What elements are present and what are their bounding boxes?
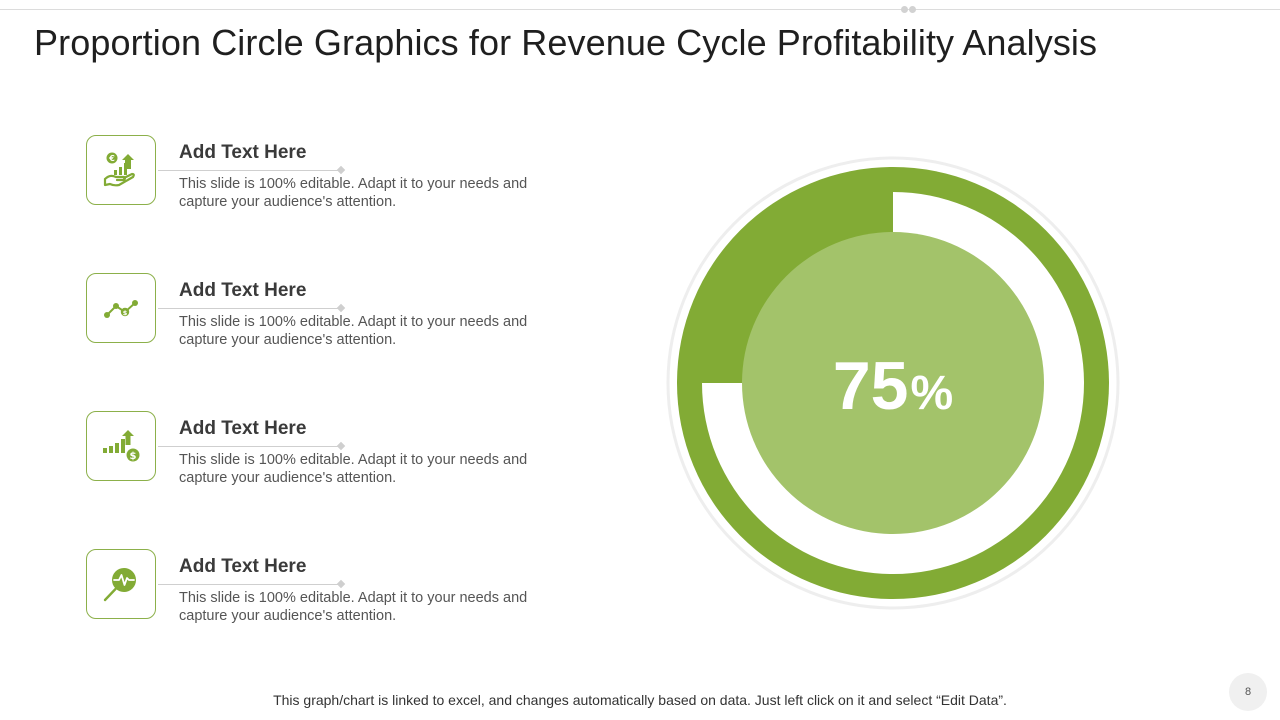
icon-box [86, 549, 156, 619]
list-item: $ Add Text Here This slide is 100% edita… [86, 273, 556, 353]
connector-line [158, 170, 341, 171]
connector-line [158, 308, 341, 309]
item-heading: Add Text Here [179, 280, 307, 301]
gauge-value-label: 75% [833, 348, 953, 424]
svg-text:$: $ [130, 451, 137, 462]
list-item: Add Text Here This slide is 100% editabl… [86, 549, 556, 629]
slide-title: Proportion Circle Graphics for Revenue C… [34, 22, 1098, 63]
item-description: This slide is 100% editable. Adapt it to… [179, 452, 528, 486]
money-growth-hand-icon: € [103, 152, 135, 187]
gauge-svg: 75% [666, 156, 1120, 610]
item-description: This slide is 100% editable. Adapt it to… [179, 590, 528, 624]
bar-growth-dollar-icon: $ [103, 430, 140, 462]
icon-box: € [86, 135, 156, 205]
page-number: 8 [1229, 673, 1267, 711]
item-heading: Add Text Here [179, 556, 307, 577]
icon-box: $ [86, 273, 156, 343]
list-item: $ Add Text Here This slide is 100% edita… [86, 411, 556, 491]
svg-text:€: € [108, 154, 115, 163]
icon-box: $ [86, 411, 156, 481]
footer-note: This graph/chart is linked to excel, and… [273, 692, 1007, 708]
item-description: This slide is 100% editable. Adapt it to… [179, 314, 528, 348]
list-item: € Add Text Here This slide is 100% edita… [86, 135, 556, 215]
pulse-magnifier-icon [103, 568, 136, 602]
gauge-inner-disc [742, 232, 1044, 534]
top-rule [0, 9, 1280, 10]
item-heading: Add Text Here [179, 142, 307, 163]
connector-line [158, 584, 341, 585]
svg-text:$: $ [123, 309, 128, 317]
item-description: This slide is 100% editable. Adapt it to… [179, 176, 528, 210]
item-heading: Add Text Here [179, 418, 307, 439]
top-dots [900, 5, 920, 15]
connector-line [158, 446, 341, 447]
proportion-gauge: 75% [665, 155, 1121, 611]
line-trend-dollar-icon: $ [104, 300, 138, 318]
